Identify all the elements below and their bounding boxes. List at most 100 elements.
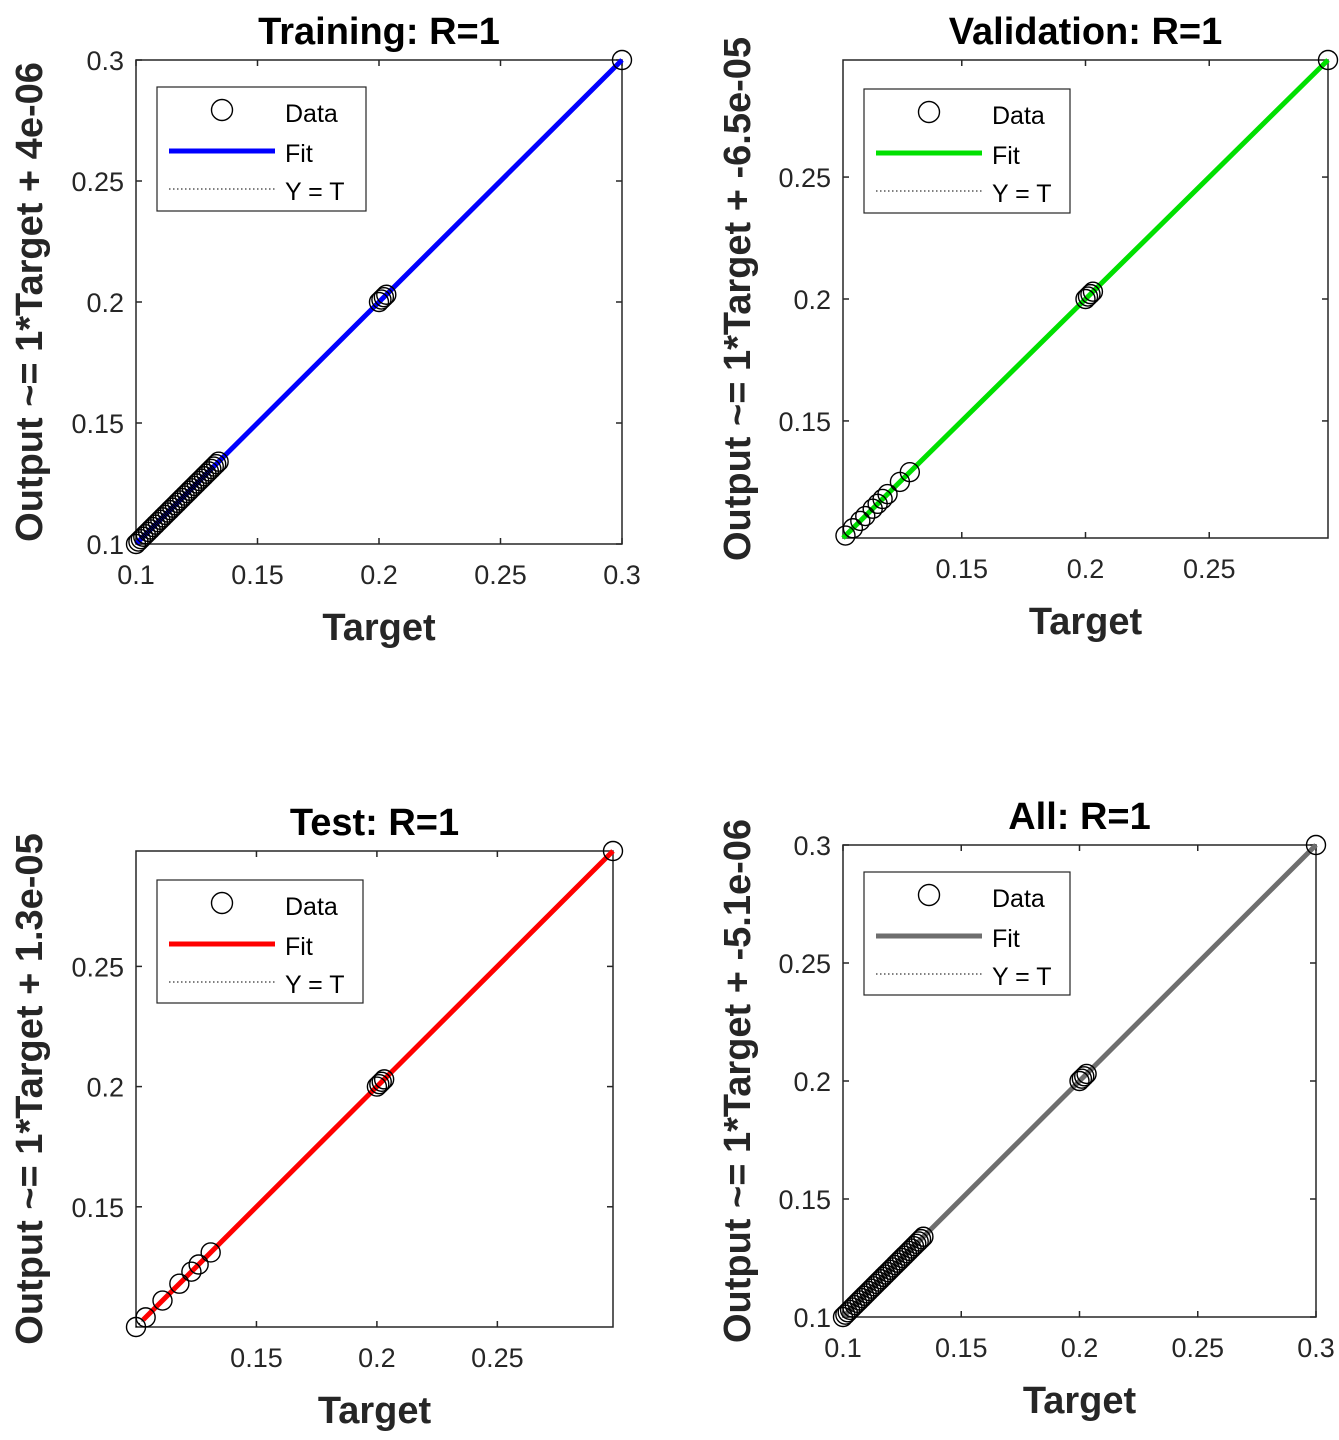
chart-2-legend-label: Fit (285, 933, 313, 961)
chart-3-data-point (908, 1231, 929, 1252)
chart-1-data-point (1080, 283, 1101, 305)
chart-0-data-point (208, 451, 229, 472)
chart-3-title: All: R=1 (1008, 796, 1151, 838)
chart-3-y-tick-label: 0.25 (778, 949, 831, 979)
chart-1-data-point (899, 461, 921, 483)
chart-1-x-axis-label: Target (1029, 601, 1143, 643)
chart-0-axes: Training: R=1 0.1 0.15 0.2 0.25 0.3 0.1 0.15 0.2… (9, 11, 641, 649)
chart-2-data-point (200, 1242, 221, 1263)
chart-0-y-tick-label: 0.2 (86, 288, 124, 318)
chart-0-y-axis-label: Output ~= 1*Target + 4e-06 (9, 62, 51, 542)
chart-0-data-point (611, 49, 633, 71)
chart-3-data-point (1069, 1070, 1090, 1092)
chart-3-data-point (913, 1226, 934, 1247)
chart-0-x-tick-label: 0.1 (117, 560, 155, 590)
chart-0-data-point (373, 286, 395, 308)
chart-1-title: Validation: R=1 (949, 11, 1222, 53)
chart-0-fit-line (134, 58, 624, 546)
chart-0-data-point (205, 453, 227, 475)
chart-1-data-point (855, 505, 876, 527)
chart-0-legend-label: Fit (285, 140, 313, 168)
chart-0-data-point (371, 289, 392, 310)
chart-0-legend-label: Data (285, 100, 338, 128)
chart-2-y-tick-label: 0.15 (71, 1193, 124, 1223)
chart-1-legend-label: Fit (992, 142, 1020, 170)
chart-1-data-point (850, 510, 871, 532)
chart-3-y-tick-label: 0.3 (793, 831, 831, 861)
chart-1-x-tick-label: 0.15 (935, 554, 988, 584)
chart-3-data-point (1071, 1068, 1093, 1089)
chart-3-data-point (906, 1233, 927, 1255)
chart-3-legend: Data Fit Y = T (863, 871, 1071, 996)
chart-2-fit-line (141, 849, 615, 1322)
chart-1-data-point (872, 488, 893, 510)
chart-3-x-axis-label: Target (1023, 1380, 1137, 1422)
chart-1-x-tick-label: 0.25 (1183, 554, 1236, 584)
chart-0-x-tick-label: 0.15 (231, 560, 284, 590)
chart-3-x-tick-label: 0.1 (824, 1333, 862, 1363)
chart-3-y-tick-label: 0.1 (793, 1303, 831, 1333)
chart-1-legend-data-marker (917, 100, 941, 124)
chart-2-x-tick-label: 0.15 (230, 1343, 283, 1373)
chart-0-x-tick-label: 0.25 (474, 560, 527, 590)
chart-2-data-point (135, 1307, 156, 1328)
chart-2-legend-label: Y = T (285, 971, 345, 999)
chart-2-y-axis-label: Output ~= 1*Target + 1.3e-05 (9, 833, 51, 1344)
chart-1-x-tick-label: 0.2 (1067, 554, 1105, 584)
chart-0-data-point (203, 456, 224, 477)
chart-0-x-tick-label: 0.3 (603, 560, 641, 590)
chart-1-axes: Validation: R=1 0.15 0.2 0.25 0.15 0.2 0.25 Tar… (717, 11, 1339, 643)
chart-0-y-tick-label: 0.3 (86, 46, 124, 76)
chart-2-data-point (366, 1076, 388, 1097)
chart-1-y-tick-label: 0.25 (778, 163, 831, 193)
chart-0-x-tick-label: 0.2 (360, 560, 398, 590)
chart-1-legend-label: Data (992, 102, 1045, 130)
chart-2-title: Test: R=1 (290, 802, 459, 844)
chart-1-data-point (1082, 281, 1104, 302)
chart-2-data-point (369, 1073, 390, 1095)
chart-3-x-tick-label: 0.3 (1297, 1333, 1335, 1363)
chart-1-y-axis-label: Output ~= 1*Target + -6.5e-05 (717, 37, 759, 561)
chart-1-y-tick-label: 0.15 (778, 407, 831, 437)
chart-1-fit-line (841, 58, 1330, 540)
chart-2-data-point (152, 1290, 173, 1311)
chart-2-data-point (602, 840, 624, 862)
chart-2-x-tick-label: 0.2 (358, 1343, 396, 1373)
chart-2-data-point (169, 1273, 190, 1294)
chart-1-data-point (842, 518, 864, 539)
chart-0-data-point (201, 458, 222, 480)
chart-3-axes: All: R=1 0.1 0.15 0.2 0.25 0.3 0.1 0.15 0.2 0.25 0… (717, 796, 1335, 1422)
chart-2-legend-data-marker (210, 891, 234, 915)
chart-2-legend: Data Fit Y = T (156, 879, 364, 1004)
chart-1-legend-label: Y = T (992, 180, 1052, 208)
chart-3-y-tick-label: 0.2 (793, 1067, 831, 1097)
chart-3-legend-label: Fit (992, 925, 1020, 953)
chart-1-data-point (1317, 49, 1339, 71)
chart-1-data-point (1075, 288, 1096, 310)
chart-2-x-tick-label: 0.25 (471, 1343, 524, 1373)
chart-1-y-tick-label: 0.2 (793, 285, 831, 315)
chart-3-x-tick-label: 0.25 (1171, 1333, 1224, 1363)
chart-2-data-point (188, 1254, 209, 1275)
chart-3-legend-label: Y = T (992, 963, 1052, 991)
chart-3-data-point (1074, 1066, 1095, 1087)
chart-3-legend-label: Data (992, 885, 1045, 913)
chart-3-data-point (910, 1228, 932, 1250)
chart-3-x-tick-label: 0.2 (1061, 1333, 1099, 1363)
chart-0-data-point (376, 284, 397, 305)
chart-0-legend-data-marker (210, 98, 234, 122)
chart-0-y-tick-label: 0.25 (71, 167, 124, 197)
chart-2-y-tick-label: 0.25 (71, 952, 124, 982)
chart-0-y-tick-label: 0.1 (86, 530, 124, 560)
chart-1-legend: Data Fit Y = T (863, 88, 1071, 214)
chart-3-y-axis-label: Output ~= 1*Target + -5.1e-06 (717, 819, 759, 1343)
chart-0-legend: Data Fit Y = T (156, 86, 367, 212)
chart-1-data-point (1077, 286, 1099, 307)
chart-2-x-axis-label: Target (318, 1390, 432, 1432)
chart-1-data-point (877, 483, 898, 505)
chart-0-data-point (368, 291, 390, 313)
chart-3-y-tick-label: 0.15 (778, 1185, 831, 1215)
chart-0-legend-label: Y = T (285, 178, 345, 206)
